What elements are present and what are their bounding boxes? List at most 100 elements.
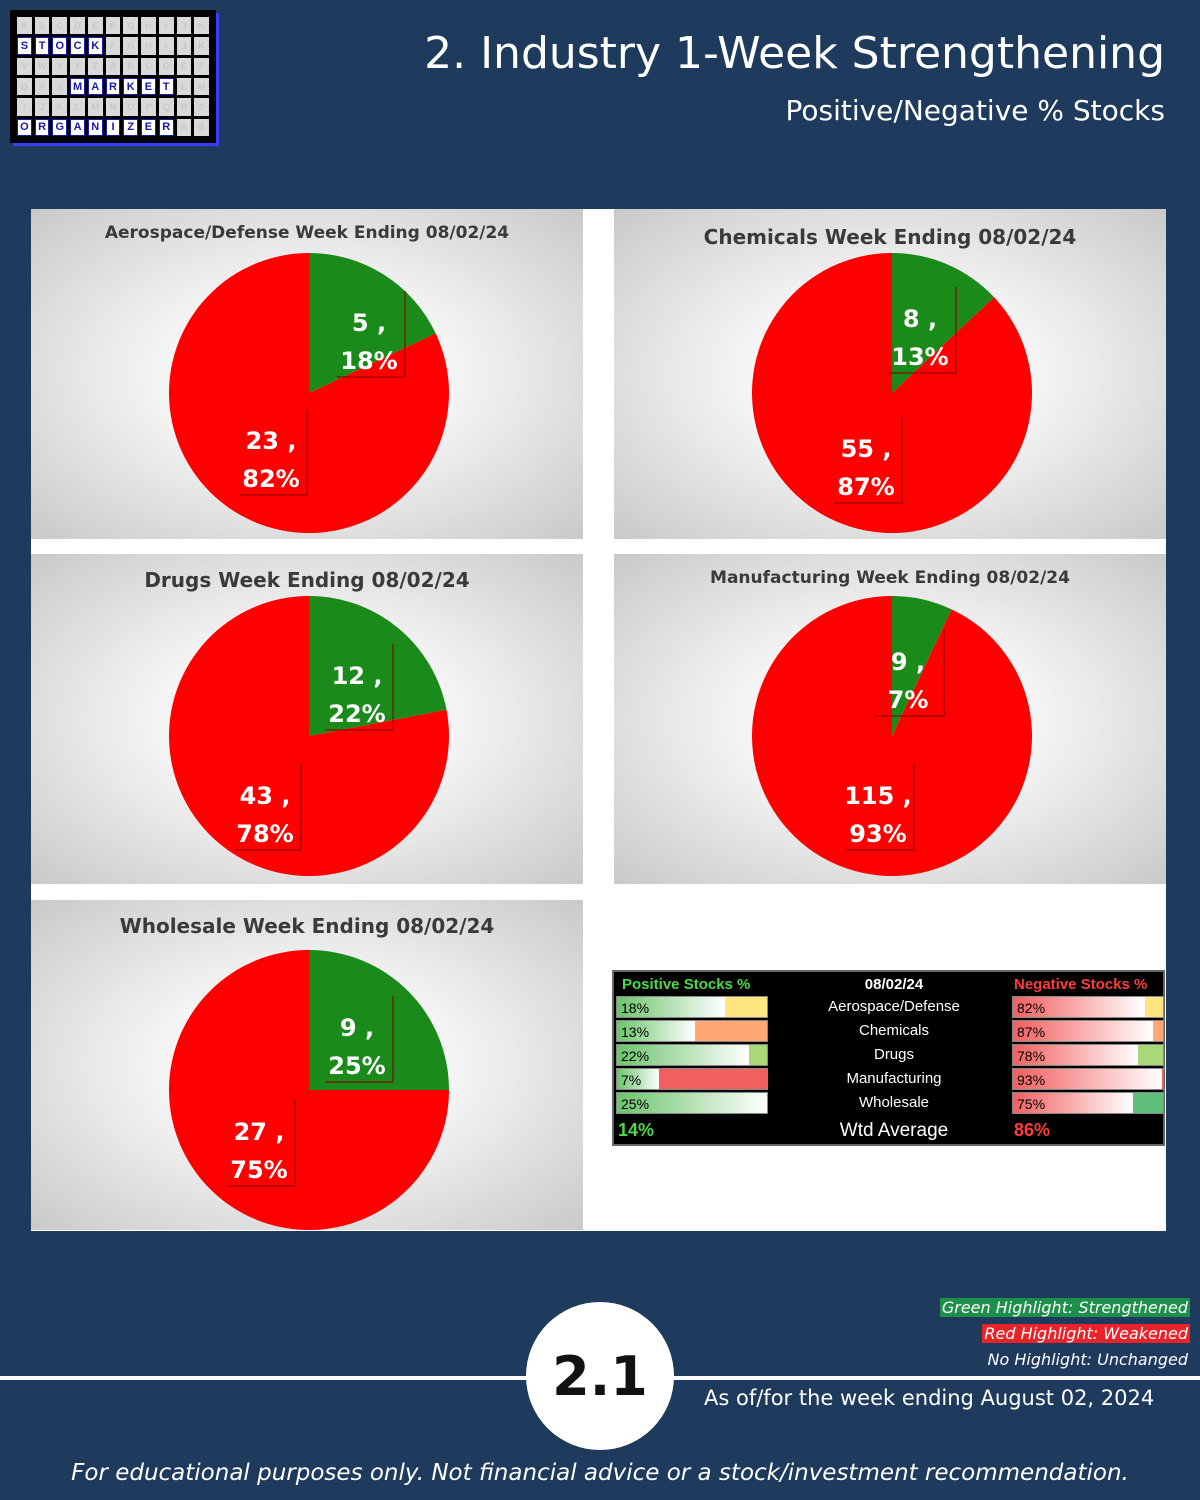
label-callout	[233, 764, 302, 851]
logo-letter: N	[105, 98, 121, 116]
as-of-date: As of/for the week ending August 02, 202…	[704, 1386, 1155, 1410]
logo-letter: O	[17, 118, 32, 136]
data-label-negative: 23 , 82%	[239, 409, 308, 496]
page-badge: 2.1	[526, 1302, 674, 1450]
avg-positive: 14%	[618, 1120, 655, 1140]
pie-slice-positive	[309, 596, 447, 736]
label-count: 27 ,	[234, 1118, 285, 1146]
logo-letter: H	[141, 17, 156, 35]
label-callout	[227, 1100, 296, 1187]
label-percent: 22%	[328, 700, 385, 728]
label-count: 9 ,	[340, 1014, 374, 1042]
logo-letter: M	[70, 78, 85, 96]
logo-letter: R	[176, 98, 192, 116]
label-percent: 93%	[849, 820, 906, 848]
pie-chart-chemicals: 8 , 13% 55 , 87% Chemicals Week Ending 08/0…	[614, 209, 1166, 539]
logo-letter: R	[158, 118, 174, 136]
logo-letter: B	[123, 57, 139, 75]
positive-bar-cell: 22%	[616, 1044, 768, 1066]
pie-chart-aerospace: 5 , 18% 23 , 82% Aerospace/Defense Week End…	[31, 209, 583, 539]
negative-bar-cell: 78%	[1012, 1044, 1164, 1066]
label-percent: 87%	[837, 473, 894, 501]
chart-title: Chemicals Week Ending 08/02/24	[703, 225, 1077, 249]
logo-letter: A	[176, 118, 192, 136]
pie-svg: 9 ,7%115 ,93%	[751, 596, 1032, 876]
summary-row: 7% Manufacturing 93%	[614, 1068, 1164, 1090]
negative-header: Negative Stocks %	[1014, 976, 1148, 993]
logo-letter: A	[70, 118, 85, 136]
pie-slice-negative	[169, 950, 449, 1230]
summary-table: Positive Stocks % 08/02/24 Negative Stoc…	[612, 970, 1165, 1146]
logo-letter: I	[158, 17, 174, 35]
pie-chart-wholesale: 9 , 25% 27 , 75% Wholesale Week Ending 08/0…	[31, 900, 583, 1230]
logo-letter: H	[141, 37, 156, 55]
logo-letter: G	[123, 17, 139, 35]
logo-letter: Y	[70, 57, 85, 75]
pie-chart-manufacturing: 9 , 7% 115 , 93% Manufacturing Week Ending …	[614, 554, 1166, 884]
label-percent: 18%	[340, 347, 397, 375]
summary-row: 13% Chemicals 87%	[614, 1020, 1164, 1042]
logo-letter: O	[52, 37, 68, 55]
label-count: 8 ,	[903, 305, 937, 333]
industry-name: Wholesale	[858, 1094, 930, 1111]
logo-letter: R	[34, 118, 50, 136]
positive-bar-fill	[617, 1021, 695, 1041]
avg-negative: 86%	[1014, 1120, 1051, 1140]
chart-title: Aerospace/Defense Week Ending 08/02/24	[104, 223, 510, 243]
data-label-negative: 55 , 87%	[834, 417, 903, 504]
label-percent: 78%	[236, 820, 293, 848]
logo-letter: P	[141, 98, 156, 116]
logo-letter: T	[158, 78, 174, 96]
logo-letter: F	[194, 57, 209, 75]
negative-pct: 87%	[1017, 1024, 1046, 1040]
logo-letter: A	[87, 78, 103, 96]
positive-bar-cell: 7%	[616, 1068, 768, 1090]
logo-letter: B	[34, 17, 50, 35]
logo-letter: J	[176, 17, 192, 35]
logo-letter: W	[34, 57, 50, 75]
industry-name: Chemicals	[858, 1022, 930, 1039]
negative-pct: 93%	[1017, 1072, 1046, 1088]
logo-letter: N	[87, 118, 103, 136]
label-percent: 82%	[242, 465, 299, 493]
logo-letter: F	[105, 37, 121, 55]
logo-letter: K	[123, 78, 139, 96]
label-count: 12 ,	[332, 662, 383, 690]
positive-pct: 25%	[621, 1096, 650, 1112]
logo-letter: I	[158, 37, 174, 55]
positive-bar-cell: 18%	[616, 996, 768, 1018]
badge-number: 2.1	[552, 1344, 648, 1408]
pie-svg: 9 ,25%27 ,75%	[169, 950, 449, 1230]
label-percent: 75%	[230, 1156, 287, 1184]
positive-bar-cell: 13%	[616, 1020, 768, 1042]
positive-bar-fill	[617, 1093, 767, 1113]
data-label-positive: 12 , 22%	[325, 644, 394, 731]
label-callout	[876, 630, 945, 717]
pie-slice-positive	[309, 950, 449, 1090]
legend-green: Green Highlight: Strengthened	[939, 1298, 1190, 1317]
logo-letter: K	[194, 17, 209, 35]
logo-letter: J	[176, 37, 192, 55]
chart-title: Manufacturing Week Ending 08/02/24	[710, 568, 1070, 588]
logo-letter: L	[176, 78, 192, 96]
logo-letter: K	[52, 98, 68, 116]
positive-pct: 22%	[621, 1048, 650, 1064]
positive-pct: 18%	[621, 1000, 650, 1016]
logo-letter: D	[158, 57, 174, 75]
logo-letter: D	[70, 17, 85, 35]
page-title: 2. Industry 1-Week Strengthening	[424, 28, 1165, 79]
logo-letter: O	[123, 98, 139, 116]
logo-letter: L	[70, 98, 85, 116]
logo-letter: Z	[123, 118, 139, 136]
data-label-positive: 9 ,7%	[876, 630, 945, 717]
logo-letter: G	[52, 118, 68, 136]
logo-letter: E	[176, 57, 192, 75]
logo-letter: E	[141, 118, 156, 136]
negative-bar-cell: 93%	[1012, 1068, 1164, 1090]
logo-letter: R	[105, 78, 121, 96]
chart-title: Wholesale Week Ending 08/02/24	[119, 914, 495, 938]
pie-slice-positive	[892, 253, 995, 393]
logo-letter: K	[194, 37, 209, 55]
pie-slice-positive	[309, 253, 436, 393]
